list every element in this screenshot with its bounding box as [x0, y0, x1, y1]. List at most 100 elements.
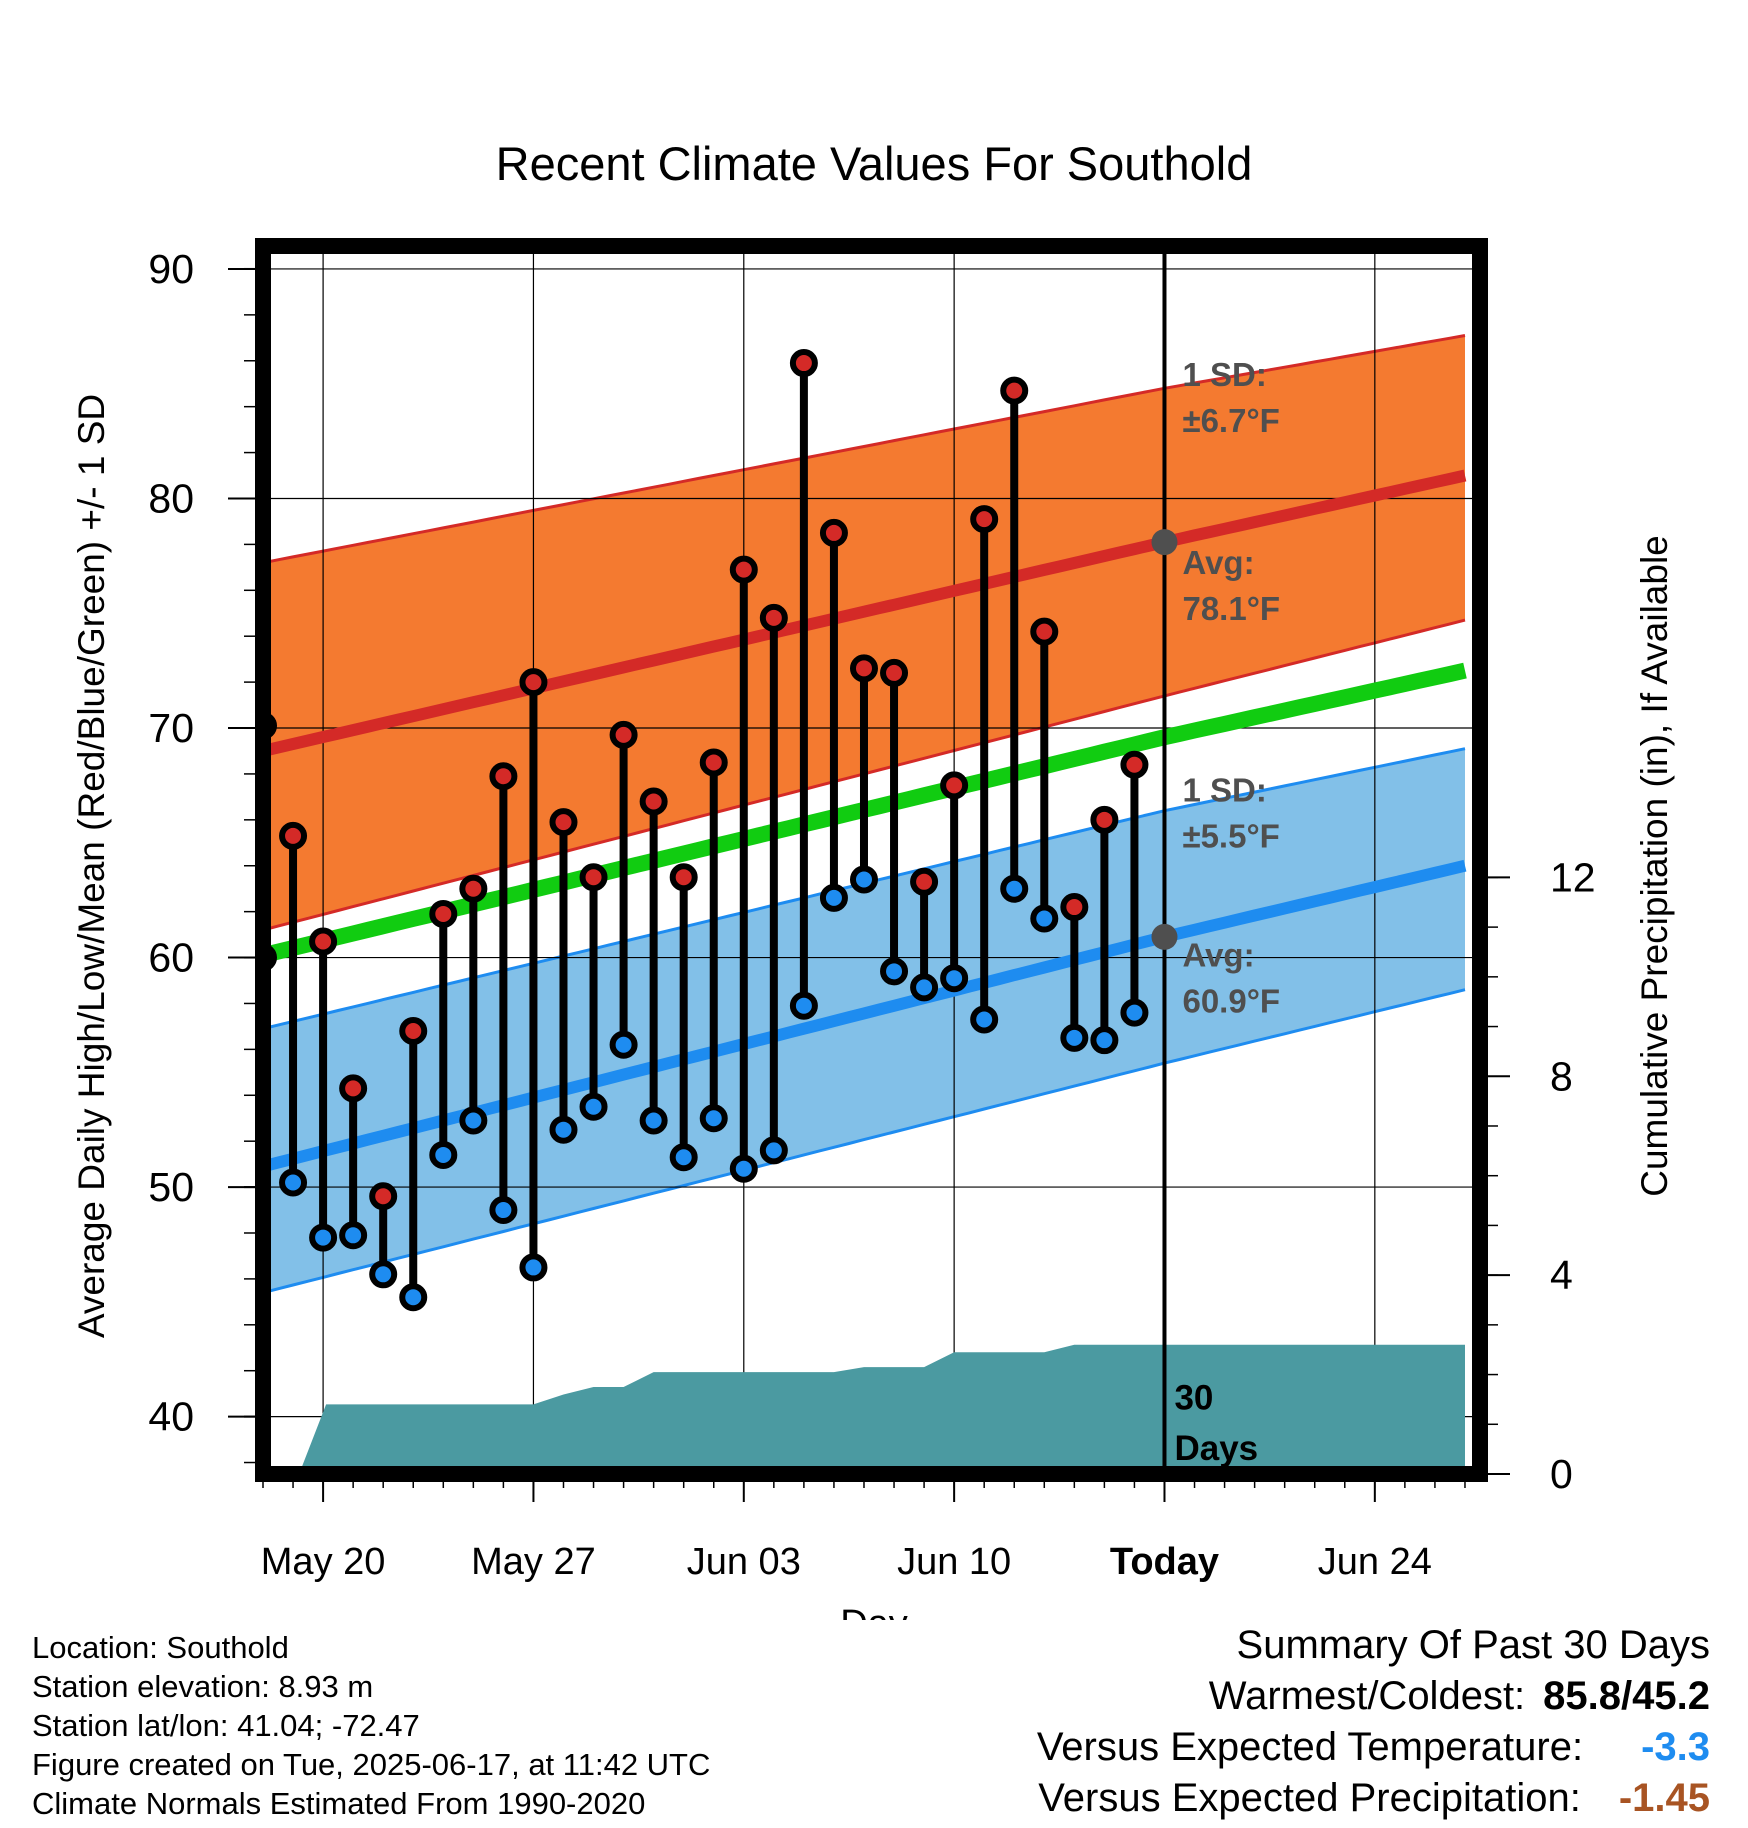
warmest-value: 85.8/45.2 — [1543, 1674, 1710, 1718]
today-low-avg-marker — [1151, 923, 1178, 950]
y-right-tick-label: 8 — [1550, 1053, 1573, 1099]
daily-high-point — [339, 1074, 368, 1103]
normals-text: Climate Normals Estimated From 1990-2020 — [32, 1786, 646, 1821]
y-left-tick-label: 80 — [148, 475, 194, 521]
y-left-tick-label: 40 — [148, 1394, 194, 1440]
daily-high-point — [399, 1017, 428, 1046]
daily-low-point — [669, 1143, 698, 1172]
daily-high-point — [970, 505, 999, 534]
daily-low-point — [429, 1140, 458, 1169]
low-sd-label: 1 SD: — [1182, 771, 1266, 808]
daily-low-point — [1120, 998, 1149, 1027]
created-text: Figure created on Tue, 2025-06-17, at 11… — [32, 1747, 711, 1782]
high-normal-line — [263, 469, 1467, 757]
daily-low-point — [459, 1106, 488, 1135]
summary-warmest-row: Warmest/Coldest: 85.8/45.2 — [1037, 1671, 1710, 1722]
high-sd-label: 1 SD: — [1182, 356, 1266, 393]
daily-low-point — [609, 1030, 638, 1059]
plot-area: 1 SD: ±6.7°F Avg: 78.1°F 1 SD: ±5.5°F Avg: 60.9… — [148, 238, 1596, 1583]
plot-frame — [255, 238, 1488, 1482]
daily-high-point — [1090, 805, 1119, 834]
station-info: Location: Southold Station elevation: 8.… — [32, 1628, 710, 1823]
daily-low-point — [789, 991, 818, 1020]
daily-high-point — [1120, 750, 1149, 779]
daily-high-point — [369, 1182, 398, 1211]
daily-high-point — [759, 603, 788, 632]
daily-high-point — [699, 748, 728, 777]
daily-low-point — [549, 1115, 578, 1144]
daily-low-point — [940, 964, 969, 993]
chart-title: Recent Climate Values For Southold — [496, 137, 1253, 190]
low-sd-value: ±5.5°F — [1182, 817, 1279, 854]
y-left-tick-label: 90 — [148, 246, 194, 292]
location-text: Location: Southold — [32, 1630, 289, 1665]
x-axis-label: Day — [840, 1603, 908, 1620]
daily-high-point — [940, 771, 969, 800]
daily-low-point — [970, 1005, 999, 1034]
y-left-tick-label: 60 — [148, 935, 194, 981]
daily-low-point — [489, 1196, 518, 1225]
y-axis-label-right: Cumulative Precipitation (in), If Availa… — [1634, 535, 1675, 1197]
latlon-text: Station lat/lon: 41.04; -72.47 — [32, 1708, 420, 1743]
precip-days-number: 30 — [1174, 1379, 1213, 1418]
daily-high-point — [789, 349, 818, 378]
high-avg-value: 78.1°F — [1182, 590, 1280, 627]
daily-high-point — [579, 863, 608, 892]
daily-low-point — [699, 1104, 728, 1133]
temp-label: Versus Expected Temperature: — [1036, 1725, 1584, 1769]
daily-high-point — [1060, 893, 1089, 922]
daily-low-point — [579, 1092, 608, 1121]
daily-high-point — [669, 863, 698, 892]
elevation-text: Station elevation: 8.93 m — [32, 1669, 374, 1704]
high-avg-label: Avg: — [1182, 544, 1254, 581]
daily-low-point — [639, 1106, 668, 1135]
y-right-tick-label: 12 — [1550, 854, 1596, 900]
daily-low-point — [1030, 904, 1059, 933]
precip-label: Versus Expected Precipitation: — [1038, 1776, 1581, 1820]
daily-high-point — [459, 874, 488, 903]
warmest-label: Warmest/Coldest: — [1208, 1674, 1526, 1718]
daily-low-point — [279, 1168, 308, 1197]
x-tick-label: Today — [1110, 1541, 1219, 1583]
temp-value: -3.3 — [1641, 1725, 1710, 1769]
summary-temp-row: Versus Expected Temperature: -3.3 — [1037, 1722, 1710, 1773]
daily-low-point — [369, 1260, 398, 1289]
daily-high-point — [910, 867, 939, 896]
precip-value: -1.45 — [1618, 1776, 1710, 1820]
daily-low-point — [1000, 874, 1029, 903]
daily-high-point — [1000, 376, 1029, 405]
x-tick-label: May 27 — [471, 1541, 596, 1583]
low-avg-value: 60.9°F — [1182, 983, 1280, 1020]
daily-low-point — [1090, 1026, 1119, 1055]
daily-low-point — [339, 1221, 368, 1250]
summary-panel: Summary Of Past 30 Days Warmest/Coldest:… — [1037, 1620, 1710, 1824]
daily-high-point — [519, 668, 548, 697]
daily-low-point — [910, 973, 939, 1002]
low-sd-lower-line — [263, 988, 1466, 1295]
daily-high-point — [849, 654, 878, 683]
daily-high-point — [429, 899, 458, 928]
x-tick-label: Jun 10 — [897, 1541, 1011, 1583]
y-left-tick-label: 50 — [148, 1164, 194, 1210]
daily-low-point — [819, 883, 848, 912]
precip-days-word: Days — [1174, 1429, 1258, 1468]
today-high-avg-marker — [1151, 529, 1178, 556]
daily-low-point — [759, 1136, 788, 1165]
low-avg-label: Avg: — [1182, 937, 1254, 974]
precip-area — [299, 1344, 1466, 1474]
summary-heading: Summary Of Past 30 Days — [1236, 1623, 1710, 1667]
y-right-tick-label: 0 — [1550, 1451, 1573, 1497]
high-sd-upper-line — [263, 334, 1466, 565]
daily-low-point — [849, 865, 878, 894]
x-tick-label: Jun 24 — [1318, 1541, 1432, 1583]
daily-low-point — [729, 1154, 758, 1183]
daily-high-point — [489, 762, 518, 791]
daily-high-point — [609, 720, 638, 749]
x-tick-label: Jun 03 — [687, 1541, 801, 1583]
daily-high-point — [309, 927, 338, 956]
daily-low-point — [1060, 1023, 1089, 1052]
y-right-tick-label: 4 — [1550, 1252, 1573, 1298]
daily-low-point — [880, 957, 909, 986]
y-axis-label-left: Average Daily High/Low/Mean (Red/Blue/Gr… — [71, 394, 112, 1338]
daily-high-point — [639, 787, 668, 816]
